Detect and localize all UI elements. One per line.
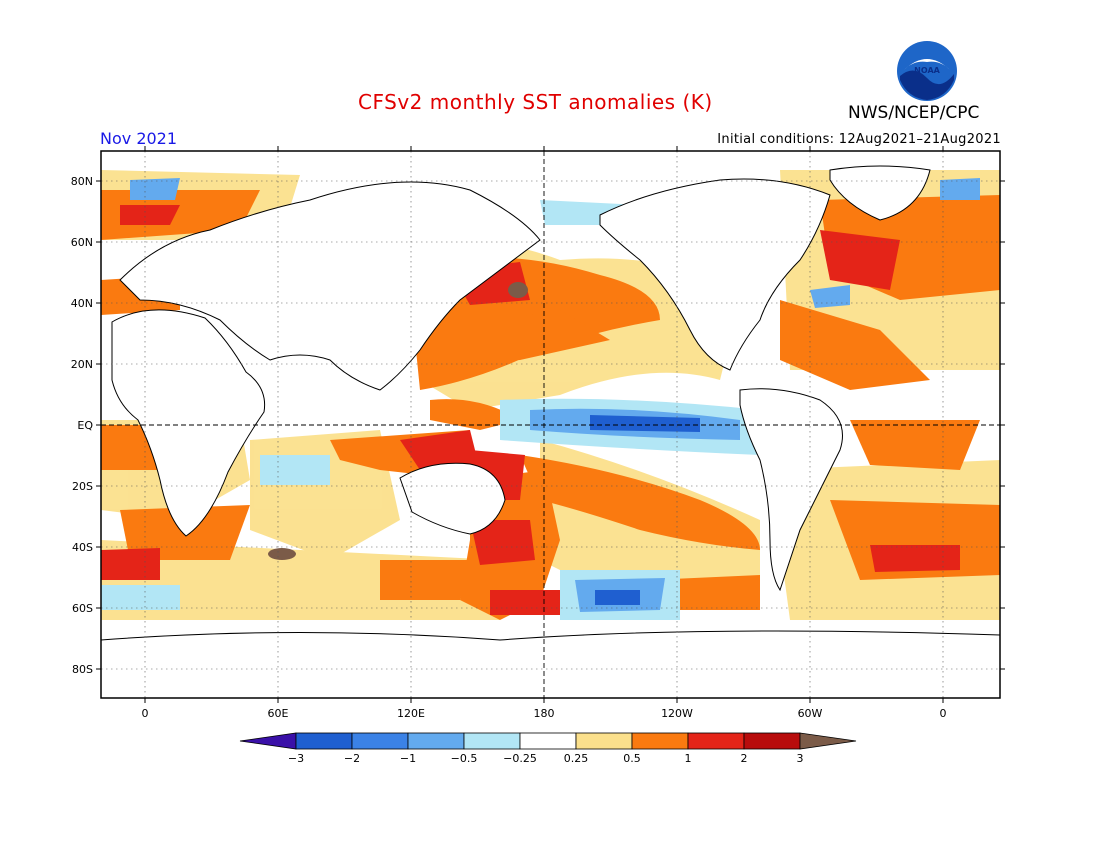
colorbar-label: 0.5 bbox=[623, 752, 641, 765]
lon-tick-label: 120E bbox=[397, 707, 425, 720]
colorbar-segment bbox=[687, 732, 745, 750]
colorbar-label: 1 bbox=[685, 752, 692, 765]
colorbar-segment bbox=[407, 732, 465, 750]
map-title: CFSv2 monthly SST anomalies (K) bbox=[358, 90, 713, 114]
lon-tick-label: 0 bbox=[142, 707, 149, 720]
colorbar-segment bbox=[519, 732, 577, 750]
colorbar-arrow-low bbox=[239, 732, 297, 750]
noaa-logo: NOAA bbox=[897, 41, 957, 101]
lat-tick-label: 20N bbox=[71, 358, 93, 371]
lon-tick-label: 180 bbox=[534, 707, 555, 720]
gridlines bbox=[101, 151, 1000, 698]
colorbar-label: 2 bbox=[741, 752, 748, 765]
lon-tick-label: 60W bbox=[798, 707, 823, 720]
lat-tick-label: 80N bbox=[71, 175, 93, 188]
colorbar-label: 0.25 bbox=[564, 752, 589, 765]
colorbar-label: −1 bbox=[400, 752, 416, 765]
colorbar-segment bbox=[575, 732, 633, 750]
initial-conditions: Initial conditions: 12Aug2021–21Aug2021 bbox=[717, 132, 1001, 147]
agency-label: NWS/NCEP/CPC bbox=[848, 103, 980, 123]
lat-tick-label: EQ bbox=[77, 419, 93, 432]
colorbar-label: 3 bbox=[797, 752, 804, 765]
colorbar-segment bbox=[351, 732, 409, 750]
colorbar-segment bbox=[295, 732, 353, 750]
lat-tick-label: 20S bbox=[72, 480, 93, 493]
colorbar-arrow-high bbox=[799, 732, 857, 750]
colorbar-segment bbox=[463, 732, 521, 750]
colorbar-segment bbox=[631, 732, 689, 750]
lat-tick-label: 40S bbox=[72, 541, 93, 554]
lon-tick-label: 120W bbox=[661, 707, 693, 720]
lat-tick-label: 80S bbox=[72, 663, 93, 676]
lat-tick-label: 40N bbox=[71, 297, 93, 310]
colorbar-label: −0.5 bbox=[451, 752, 478, 765]
forecast-month: Nov 2021 bbox=[100, 129, 178, 148]
colorbar-label: −2 bbox=[344, 752, 360, 765]
lon-tick-label: 60E bbox=[268, 707, 289, 720]
colorbar: −3 −2 −1 −0.5 −0.25 0.25 0.5 1 2 3 bbox=[239, 732, 857, 765]
longitude-labels: 0 60E 120E 180 120W 60W 0 bbox=[142, 707, 947, 720]
colorbar-segment bbox=[743, 732, 801, 750]
lat-tick-label: 60S bbox=[72, 602, 93, 615]
lat-tick-label: 60N bbox=[71, 236, 93, 249]
anomaly-field bbox=[101, 151, 1000, 698]
colorbar-label: −0.25 bbox=[503, 752, 537, 765]
latitude-labels: 80N 60N 40N 20N EQ 20S 40S 60S 80S bbox=[71, 175, 94, 676]
noaa-logo-text: NOAA bbox=[914, 66, 940, 75]
lon-tick-label: 0 bbox=[940, 707, 947, 720]
colorbar-label: −3 bbox=[288, 752, 304, 765]
tick-marks bbox=[96, 146, 1005, 703]
